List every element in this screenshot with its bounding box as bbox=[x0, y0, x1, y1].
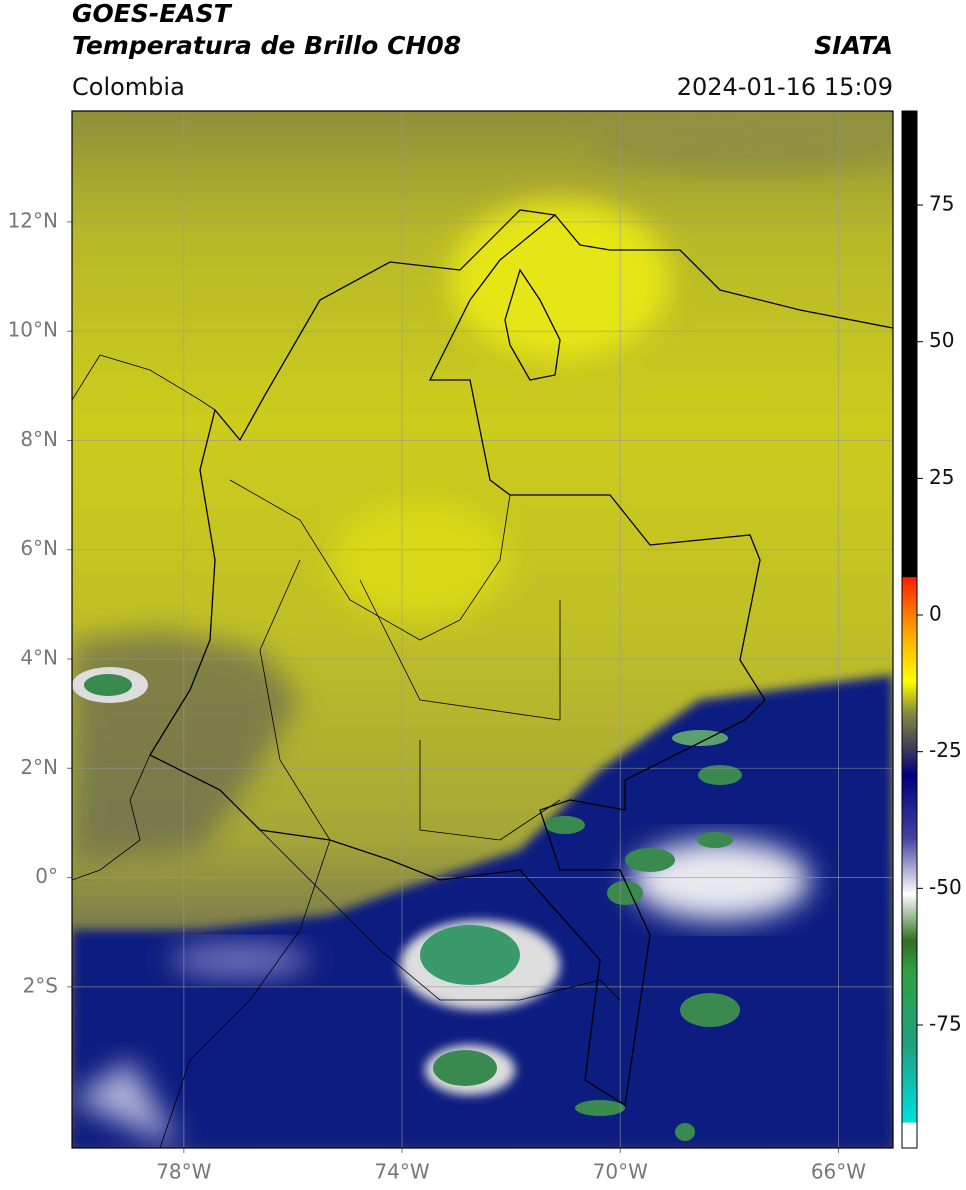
y-tick-label: 2°S bbox=[23, 973, 58, 997]
product: Temperatura de Brillo CH08 bbox=[72, 31, 461, 60]
colorbar-tick-label: 0 bbox=[929, 602, 942, 626]
colorbar-tick-label: 50 bbox=[929, 328, 954, 352]
colorbar-tick-label: 75 bbox=[929, 192, 954, 216]
borders bbox=[72, 209, 893, 1148]
colorbar-tick-label: -50 bbox=[929, 875, 962, 899]
x-tick-label: 66°W bbox=[811, 1160, 866, 1184]
colorbar-ticks: 75 50 25 0 -25 -50 -75 bbox=[917, 192, 962, 1036]
satellite: GOES-EAST bbox=[72, 0, 233, 28]
y-tick-label: 2°N bbox=[20, 755, 58, 779]
timestamp: 2024-01-16 15:09 bbox=[677, 73, 893, 101]
imagery bbox=[72, 111, 893, 1148]
colorbar bbox=[901, 110, 918, 1149]
y-tick-label: 12°N bbox=[8, 208, 58, 232]
source: SIATA bbox=[814, 31, 893, 60]
y-tick-label: 6°N bbox=[20, 536, 58, 560]
y-tick-label: 10°N bbox=[8, 318, 58, 342]
region: Colombia bbox=[72, 73, 185, 101]
colorbar-tick-label: -25 bbox=[929, 738, 962, 762]
x-tick-label: 70°W bbox=[593, 1160, 648, 1184]
y-tick-label: 4°N bbox=[20, 646, 58, 670]
y-tick-label: 8°N bbox=[20, 427, 58, 451]
grid bbox=[67, 111, 893, 1153]
colorbar-tick-label: 25 bbox=[929, 465, 954, 489]
colorbar-tick-label: -75 bbox=[929, 1012, 962, 1036]
x-tick-label: 74°W bbox=[374, 1160, 429, 1184]
x-tick-label: 78°W bbox=[156, 1160, 211, 1184]
map-frame bbox=[71, 110, 894, 1149]
y-tick-label: 0° bbox=[35, 864, 58, 888]
